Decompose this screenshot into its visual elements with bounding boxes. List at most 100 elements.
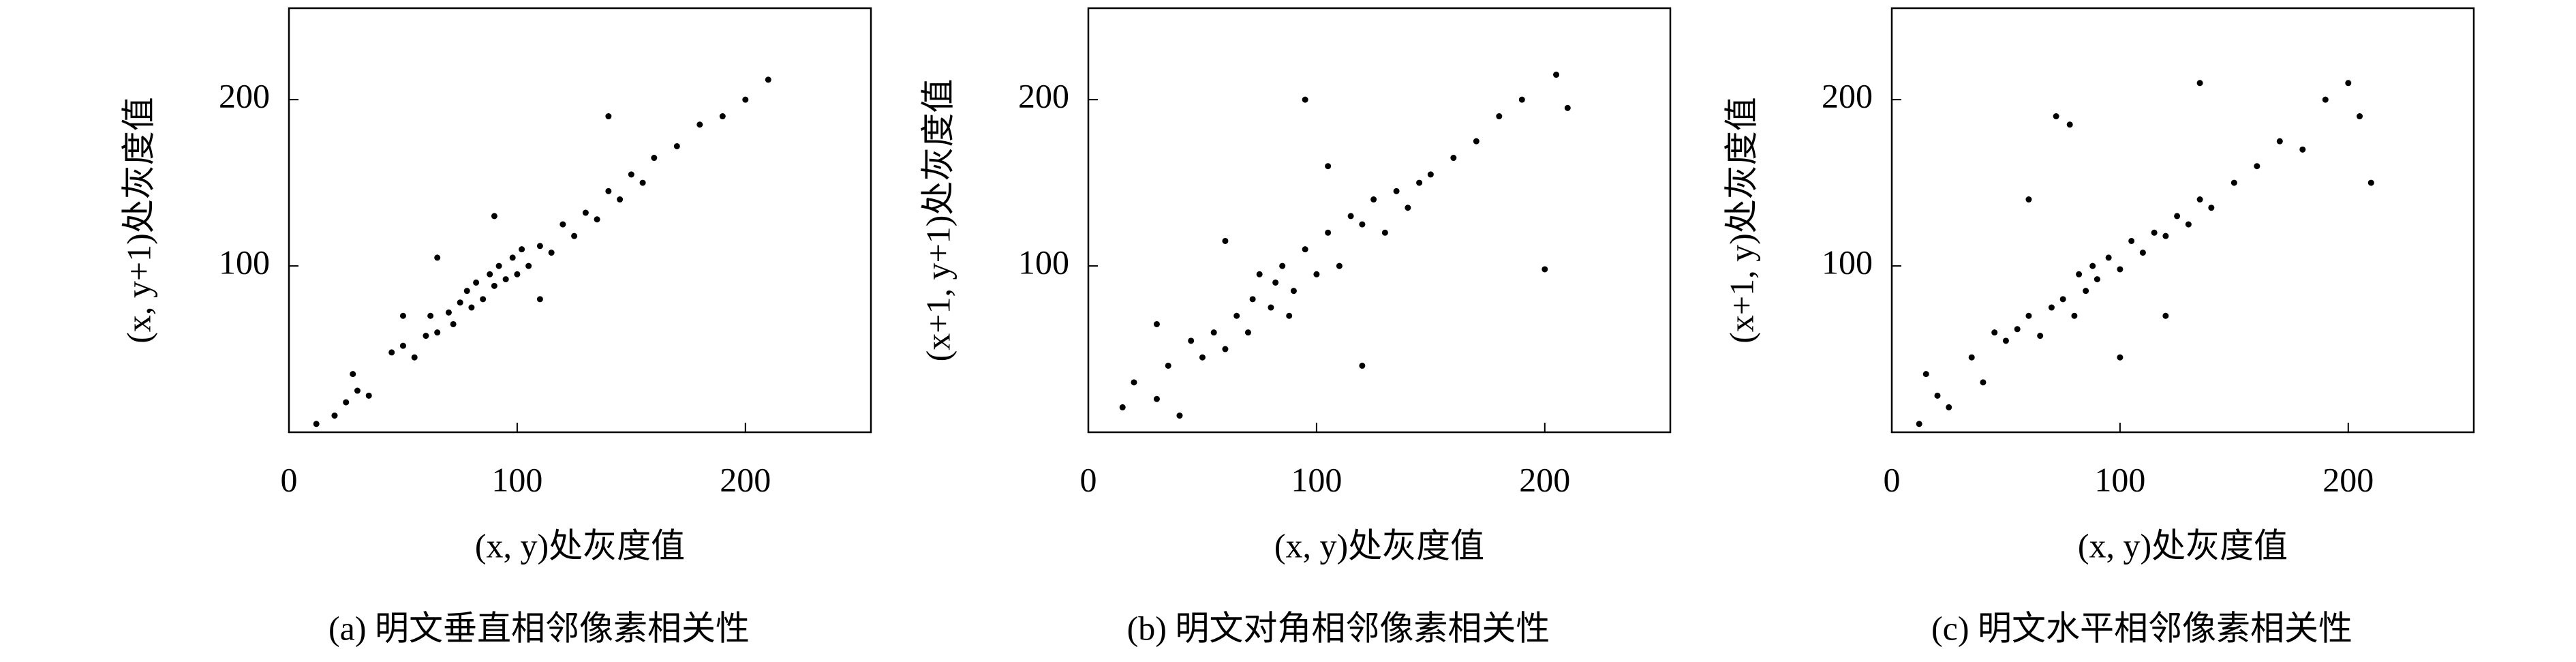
point: [536, 243, 543, 250]
point: [673, 142, 680, 149]
point: [2117, 354, 2123, 361]
y-axis-title: (x, y+1)处灰度值: [119, 97, 157, 344]
point: [423, 333, 429, 340]
point: [434, 254, 441, 261]
point: [1934, 392, 1941, 399]
point: [571, 232, 578, 239]
point: [2059, 296, 2066, 303]
y-tick-label: 100: [1018, 243, 1069, 282]
plot-frame: [1087, 7, 1672, 434]
point: [1279, 262, 1286, 269]
point: [1405, 205, 1411, 211]
point: [1473, 138, 1479, 145]
point: [2094, 276, 2100, 283]
point: [1359, 221, 1366, 228]
point: [1165, 362, 1171, 369]
point: [2014, 326, 2021, 333]
point: [628, 171, 634, 178]
point: [2048, 304, 2055, 311]
point: [525, 262, 532, 269]
point: [1922, 371, 1929, 378]
point: [605, 113, 612, 120]
y-axis-title: (x+1, y+1)处灰度值: [919, 79, 957, 362]
point: [480, 296, 487, 303]
point: [2053, 113, 2059, 120]
point: [457, 299, 463, 306]
y-tick-label: 100: [219, 243, 270, 282]
point: [594, 216, 600, 223]
x-tick-label: 200: [1519, 460, 1570, 498]
point: [350, 371, 356, 378]
caption: (a) 明文垂直相邻像素相关性: [328, 609, 750, 647]
point: [1381, 229, 1388, 236]
point: [1450, 155, 1457, 162]
point: [1325, 163, 1332, 170]
x-tick-label: 200: [2322, 460, 2374, 498]
point: [487, 271, 493, 277]
point: [548, 250, 555, 256]
point: [2117, 266, 2123, 273]
point: [1347, 213, 1354, 220]
point: [1153, 395, 1160, 402]
point: [2128, 237, 2135, 244]
point: [2162, 232, 2169, 239]
point: [445, 309, 452, 316]
point: [765, 76, 771, 83]
point: [463, 288, 470, 295]
x-tick-label: 100: [491, 460, 542, 498]
point: [1393, 187, 1400, 194]
point: [2254, 163, 2260, 170]
point: [2066, 121, 2073, 128]
x-tick-label: 0: [281, 460, 298, 498]
point: [1518, 96, 1525, 103]
point: [519, 246, 525, 253]
point: [388, 349, 395, 356]
point: [399, 312, 406, 319]
point: [473, 279, 480, 286]
point: [2089, 262, 2096, 269]
y-tick-label: 200: [219, 77, 270, 115]
point: [1313, 271, 1320, 277]
point: [491, 213, 497, 220]
point: [1553, 72, 1560, 78]
point: [1968, 354, 1975, 361]
point: [313, 421, 320, 427]
x-tick-label: 200: [720, 460, 771, 498]
point: [365, 392, 372, 399]
point: [2037, 333, 2044, 340]
x-axis-title: (x, y)处灰度值: [1274, 526, 1484, 565]
point: [2139, 250, 2146, 256]
point: [1233, 312, 1240, 319]
point: [2162, 312, 2169, 319]
point: [2322, 96, 2329, 103]
point: [2185, 221, 2192, 228]
point: [1188, 337, 1195, 344]
point: [1302, 96, 1308, 103]
point: [1131, 379, 1137, 386]
point: [617, 196, 624, 203]
point: [2174, 213, 2181, 220]
point: [2025, 196, 2032, 203]
point: [514, 271, 521, 277]
point: [2071, 312, 2078, 319]
point: [1222, 237, 1229, 244]
y-tick-label: 200: [1018, 77, 1069, 115]
point: [509, 254, 516, 261]
point: [1359, 362, 1366, 369]
y-tick-label: 100: [1822, 243, 1873, 282]
point: [2299, 146, 2306, 153]
point: [605, 187, 612, 194]
plot-frame: [288, 7, 872, 434]
point: [1416, 179, 1423, 186]
point: [1286, 312, 1293, 319]
point: [450, 320, 457, 327]
point: [2196, 196, 2203, 203]
x-axis-title: (x, y)处灰度值: [475, 526, 685, 565]
point: [434, 329, 441, 336]
point: [1427, 171, 1434, 178]
caption: (b) 明文对角相邻像素相关性: [1127, 609, 1550, 647]
point: [2083, 288, 2089, 295]
point: [399, 342, 406, 349]
x-axis-title: (x, y)处灰度值: [2078, 526, 2288, 565]
